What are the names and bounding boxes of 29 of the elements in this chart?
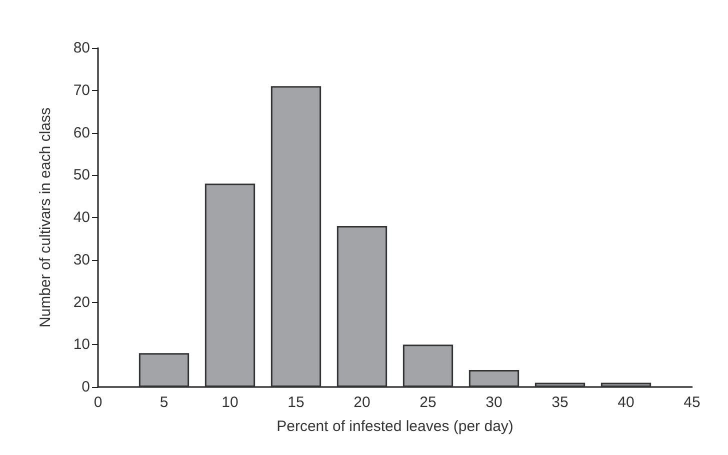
bar (336, 226, 388, 387)
x-tick-label: 40 (618, 394, 634, 411)
x-tick-label: 15 (288, 394, 304, 411)
bar (402, 344, 454, 387)
y-tick-label: 0 (82, 378, 90, 396)
bar (600, 382, 652, 387)
x-tick-label: 25 (420, 394, 436, 411)
bar (138, 353, 190, 387)
y-tick-label: 80 (73, 40, 90, 56)
y-tick-label: 30 (73, 251, 90, 268)
x-tick-label: 5 (160, 394, 168, 411)
bar (204, 184, 256, 387)
bar (534, 382, 586, 387)
y-tick-label: 60 (73, 124, 90, 142)
y-axis-title: Number of cultivars in each class (37, 107, 54, 328)
x-tick-label: 45 (684, 394, 700, 411)
x-tick-label: 35 (552, 394, 568, 411)
y-tick-label: 20 (73, 294, 90, 311)
y-tick-label: 70 (73, 82, 90, 99)
bar (270, 86, 322, 387)
x-tick-label: 20 (354, 394, 370, 411)
y-tick-label: 10 (73, 336, 90, 354)
x-tick-label: 30 (486, 394, 502, 411)
y-tick-label: 50 (73, 166, 90, 184)
x-tick-label: 10 (222, 394, 238, 411)
x-tick-label: 0 (94, 394, 102, 411)
x-axis-title: Percent of infested leaves (per day) (276, 418, 514, 435)
y-tick-label: 40 (73, 209, 90, 226)
bar (468, 370, 520, 387)
